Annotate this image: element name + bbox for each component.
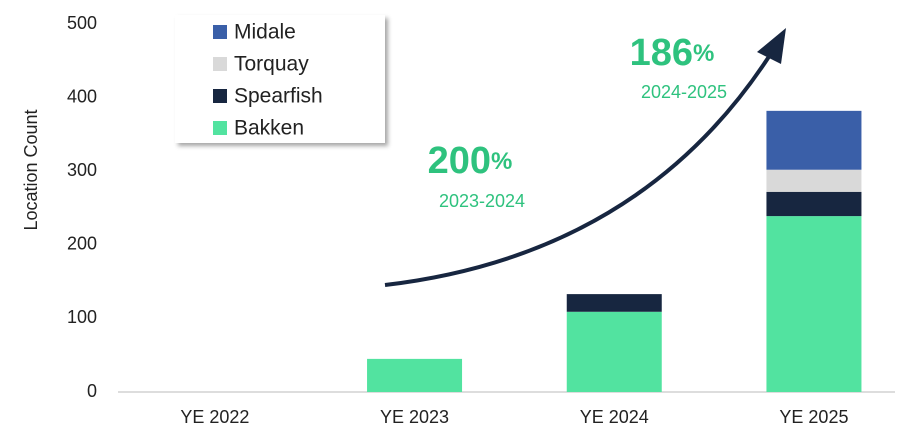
y-tick-label: 200 xyxy=(67,234,97,254)
growth-value: 186 xyxy=(630,32,693,74)
bar-segment xyxy=(766,191,862,217)
legend-swatch xyxy=(213,57,227,71)
growth-unit: % xyxy=(693,40,714,67)
y-tick-label: 100 xyxy=(67,307,97,327)
legend-swatch xyxy=(213,25,227,39)
bar-segment xyxy=(566,311,662,392)
growth-period: 2023-2024 xyxy=(439,191,525,211)
legend-label: Midale xyxy=(234,21,296,44)
bar-segment xyxy=(766,216,862,392)
legend-label: Bakken xyxy=(234,117,304,140)
legend-box xyxy=(175,15,385,143)
legend: Bakken Spearfish Torquay Midale xyxy=(213,21,323,140)
x-tick-label: YE 2024 xyxy=(580,407,649,427)
growth-label: 186% xyxy=(630,32,715,74)
x-tick-label: YE 2023 xyxy=(380,407,449,427)
bar-segment xyxy=(766,169,862,192)
bar-segment xyxy=(367,358,463,392)
legend-label: Torquay xyxy=(234,53,309,76)
bar-segment xyxy=(566,294,662,312)
legend-label: Spearfish xyxy=(234,85,323,108)
y-tick-label: 500 xyxy=(67,13,97,33)
legend-swatch xyxy=(213,121,227,135)
growth-unit: % xyxy=(491,148,512,175)
bar-segment xyxy=(766,110,862,170)
growth-arrow xyxy=(384,53,772,287)
y-tick-label: 0 xyxy=(87,381,97,401)
y-axis-label: Location Count xyxy=(21,109,41,230)
legend-swatch xyxy=(213,89,227,103)
y-tick-label: 400 xyxy=(67,86,97,106)
growth-period: 2024-2025 xyxy=(641,82,727,102)
growth-value: 200 xyxy=(428,140,491,182)
x-tick-label: YE 2022 xyxy=(180,407,249,427)
y-tick-label: 300 xyxy=(67,160,97,180)
arrow-head xyxy=(757,28,786,64)
growth-label: 200% xyxy=(428,140,513,182)
x-tick-label: YE 2025 xyxy=(779,407,848,427)
